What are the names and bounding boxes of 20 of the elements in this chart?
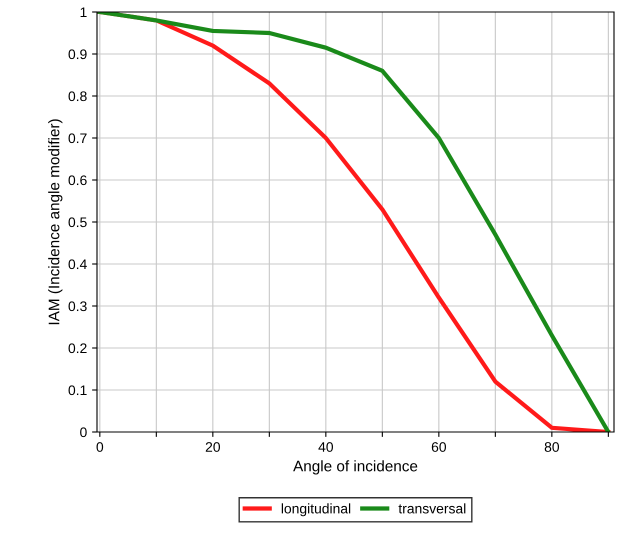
- y-tick-label: 0.8: [68, 91, 87, 102]
- legend-label: longitudinal: [282, 503, 350, 516]
- x-tick-label: 60: [432, 442, 446, 452]
- y-tick-label: 0.3: [68, 301, 87, 312]
- y-axis-title: IAM (Incidence angle modifier): [48, 119, 62, 324]
- y-tick-label: 0: [80, 427, 87, 438]
- x-axis-title: Angle of incidence: [293, 460, 418, 474]
- x-tick-label: 0: [96, 442, 104, 452]
- y-tick-label: 0.9: [68, 49, 87, 60]
- y-tick-label: 0.4: [68, 259, 87, 270]
- y-tick-label: 0.1: [68, 385, 87, 396]
- y-tick-label: 0.2: [68, 343, 87, 354]
- legend-label: transversal: [398, 503, 466, 514]
- x-tick-label: 20: [206, 442, 220, 452]
- y-tick-label: 1: [80, 7, 87, 18]
- y-tick-label: 0.5: [68, 217, 87, 228]
- x-tick-label: 40: [318, 442, 334, 452]
- x-tick-label: 80: [544, 442, 560, 452]
- y-tick-label: 0.7: [68, 133, 87, 144]
- y-tick-label: 0.6: [68, 175, 87, 186]
